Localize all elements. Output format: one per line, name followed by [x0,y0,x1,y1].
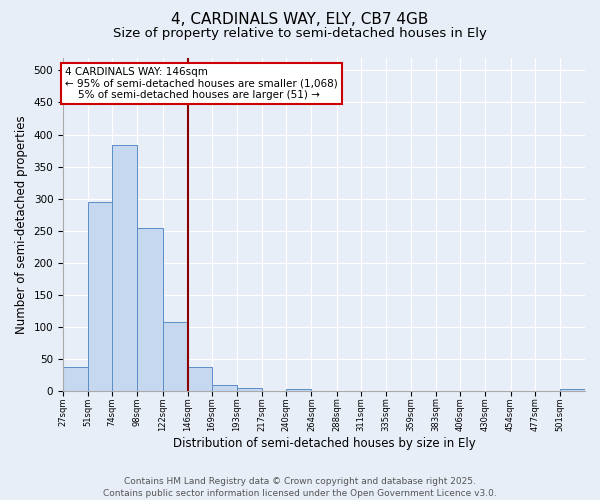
Bar [63,368,88,391]
Text: Size of property relative to semi-detached houses in Ely: Size of property relative to semi-detach… [113,28,487,40]
Text: Contains HM Land Registry data © Crown copyright and database right 2025.
Contai: Contains HM Land Registry data © Crown c… [103,476,497,498]
X-axis label: Distribution of semi-detached houses by size in Ely: Distribution of semi-detached houses by … [173,437,475,450]
Bar [560,390,585,391]
Text: 4, CARDINALS WAY, ELY, CB7 4GB: 4, CARDINALS WAY, ELY, CB7 4GB [172,12,428,28]
Bar [237,388,262,391]
Bar [212,385,237,391]
Bar [112,146,137,391]
Bar [286,388,311,391]
Bar [88,202,112,391]
Y-axis label: Number of semi-detached properties: Number of semi-detached properties [15,115,28,334]
Bar [137,228,163,391]
Bar [188,368,212,391]
Text: 4 CARDINALS WAY: 146sqm
← 95% of semi-detached houses are smaller (1,068)
    5%: 4 CARDINALS WAY: 146sqm ← 95% of semi-de… [65,67,338,100]
Bar [163,322,188,391]
